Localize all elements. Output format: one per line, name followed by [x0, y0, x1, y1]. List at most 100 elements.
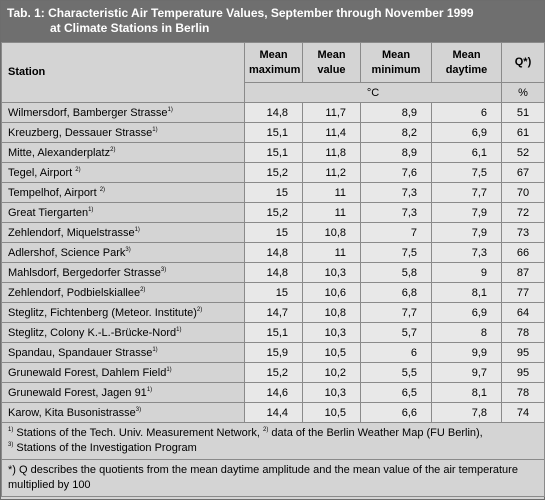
mean-maximum-cell: 14,6 — [244, 382, 303, 403]
mean-minimum-cell: 8,2 — [360, 122, 432, 143]
station-name: Grunewald Forest, Dahlem Field — [8, 366, 167, 379]
station-name-cell: Zehlendorf, Miquelstrasse1) — [1, 222, 245, 243]
station-footnote-mark: 2) — [140, 286, 146, 293]
q-cell: 70 — [501, 182, 545, 203]
station-footnote-mark: 1) — [152, 346, 158, 353]
mean-daytime-cell: 6,9 — [431, 122, 502, 143]
station-name: Steglitz, Colony K.-L.-Brücke-Nord — [8, 326, 177, 339]
station-name-cell: Steglitz, Colony K.-L.-Brücke-Nord1) — [1, 322, 245, 343]
mean-maximum-cell: 15,9 — [244, 342, 303, 363]
footnote-q: *) Q describes the quotients from the me… — [1, 459, 545, 497]
table-title: Tab. 1: Characteristic Air Temperature V… — [1, 1, 544, 42]
mean-minimum-cell: 7,3 — [360, 182, 432, 203]
table-row: Wilmersdorf, Bamberger Strasse1) 14,8 11,7… — [1, 102, 545, 123]
footnote-row-q: *) Q describes the quotients from the me… — [1, 459, 545, 497]
footnote-mark-1: 1) — [8, 427, 14, 433]
station-name-cell: Adlershof, Science Park3) — [1, 242, 245, 263]
table-row: Great Tiergarten1) 15,2 11 7,3 7,9 72 — [1, 202, 545, 223]
mean-value-cell: 11,7 — [302, 102, 361, 123]
station-name-cell: Karow, Kita Busonistrasse3) — [1, 402, 245, 423]
station-name-cell: Zehlendorf, Podbielskiallee2) — [1, 282, 245, 303]
header-mean-maximum-l2: maximum — [249, 63, 301, 76]
station-footnote-mark: 1) — [88, 206, 94, 213]
mean-minimum-cell: 7,3 — [360, 202, 432, 223]
station-name: Zehlendorf, Podbielskiallee — [8, 286, 141, 299]
mean-daytime-cell: 7,3 — [431, 242, 502, 263]
station-footnote-mark: 3) — [125, 246, 131, 253]
station-name: Tegel, Airport — [8, 166, 76, 179]
station-footnote-mark: 1) — [167, 106, 173, 113]
table-row: Steglitz, Colony K.-L.-Brücke-Nord1) 15,1… — [1, 322, 545, 343]
q-cell: 67 — [501, 162, 545, 183]
table-row: Spandau, Spandauer Strasse1) 15,9 10,5 6 9,9… — [1, 342, 545, 363]
mean-maximum-cell: 15,1 — [244, 322, 303, 343]
mean-value-cell: 10,6 — [302, 282, 361, 303]
station-footnote-mark: 3) — [135, 406, 142, 413]
title-line-1: Tab. 1: Characteristic Air Temperature V… — [7, 6, 474, 20]
table-row: Tegel, Airport 2) 15,2 11,2 7,6 7,5 67 — [1, 162, 545, 183]
mean-maximum-cell: 15 — [244, 222, 303, 243]
mean-maximum-cell: 15,2 — [244, 362, 303, 383]
mean-value-cell: 10,3 — [302, 322, 361, 343]
station-name: Grunewald Forest, Jagen 91 — [8, 386, 147, 399]
mean-daytime-cell: 7,9 — [431, 202, 502, 223]
mean-value-cell: 11 — [302, 242, 361, 263]
station-footnote-mark: 1) — [176, 326, 182, 333]
table-row: Zehlendorf, Miquelstrasse1) 15 10,8 7 7,9 73 — [1, 222, 545, 243]
mean-maximum-cell: 14,8 — [244, 242, 303, 263]
q-cell: 78 — [501, 322, 545, 343]
station-footnote-mark: 1) — [152, 126, 158, 133]
mean-daytime-cell: 6,9 — [431, 302, 502, 323]
footnote-mark-2: 2) — [263, 427, 269, 433]
header-mean-maximum: Mean maximum — [244, 42, 303, 83]
station-footnote-mark: 2) — [75, 166, 81, 173]
mean-maximum-cell: 15 — [244, 182, 303, 203]
station-name: Steglitz, Fichtenberg (Meteor. Institute… — [8, 306, 197, 319]
header-mean-minimum-l2: minimum — [371, 63, 421, 76]
station-name-cell: Wilmersdorf, Bamberger Strasse1) — [1, 102, 245, 123]
mean-minimum-cell: 5,7 — [360, 322, 432, 343]
header-station: Station — [1, 42, 245, 103]
mean-daytime-cell: 9,7 — [431, 362, 502, 383]
mean-maximum-cell: 15,2 — [244, 202, 303, 223]
temperature-table: Station Mean maximum Mean value Mean min… — [1, 42, 545, 497]
q-cell: 72 — [501, 202, 545, 223]
footnote-2: data of the Berlin Weather Map (FU Berli… — [268, 427, 483, 439]
mean-minimum-cell: 8,9 — [360, 142, 432, 163]
mean-maximum-cell: 15,1 — [244, 122, 303, 143]
q-cell: 95 — [501, 362, 545, 383]
table-row: Adlershof, Science Park3) 14,8 11 7,5 7,3 66 — [1, 242, 545, 263]
mean-daytime-cell: 7,9 — [431, 222, 502, 243]
mean-minimum-cell: 7,6 — [360, 162, 432, 183]
header-mean-minimum: Mean minimum — [360, 42, 432, 83]
mean-maximum-cell: 14,8 — [244, 262, 303, 283]
header-mean-value-l1: Mean — [317, 48, 346, 61]
mean-daytime-cell: 6 — [431, 102, 502, 123]
footnote-3: Stations of the Investigation Program — [13, 442, 197, 454]
mean-minimum-cell: 6,6 — [360, 402, 432, 423]
footnote-mark-3: 3) — [8, 442, 14, 448]
mean-minimum-cell: 8,9 — [360, 102, 432, 123]
header-mean-maximum-l1: Mean — [259, 48, 288, 61]
mean-value-cell: 11 — [302, 202, 361, 223]
q-cell: 61 — [501, 122, 545, 143]
table-row: Grunewald Forest, Jagen 911) 14,6 10,3 6,5 8… — [1, 382, 545, 403]
table-row: Tempelhof, Airport 2) 15 11 7,3 7,7 70 — [1, 182, 545, 203]
station-name-cell: Mitte, Alexanderplatz2) — [1, 142, 245, 163]
station-name-cell: Great Tiergarten1) — [1, 202, 245, 223]
mean-minimum-cell: 7,7 — [360, 302, 432, 323]
mean-value-cell: 11,8 — [302, 142, 361, 163]
mean-daytime-cell: 8,1 — [431, 282, 502, 303]
mean-daytime-cell: 7,7 — [431, 182, 502, 203]
station-name-cell: Steglitz, Fichtenberg (Meteor. Institute… — [1, 302, 245, 323]
table-row: Mahlsdorf, Bergedorfer Strasse3) 14,8 10,3… — [1, 262, 545, 283]
mean-maximum-cell: 15,2 — [244, 162, 303, 183]
mean-daytime-cell: 9,9 — [431, 342, 502, 363]
q-cell: 64 — [501, 302, 545, 323]
table-row: Zehlendorf, Podbielskiallee2) 15 10,6 6,8 8,… — [1, 282, 545, 303]
station-name-cell: Tempelhof, Airport 2) — [1, 182, 245, 203]
mean-value-cell: 10,8 — [302, 222, 361, 243]
mean-minimum-cell: 7 — [360, 222, 432, 243]
mean-value-cell: 10,3 — [302, 262, 361, 283]
station-name-cell: Kreuzberg, Dessauer Strasse1) — [1, 122, 245, 143]
